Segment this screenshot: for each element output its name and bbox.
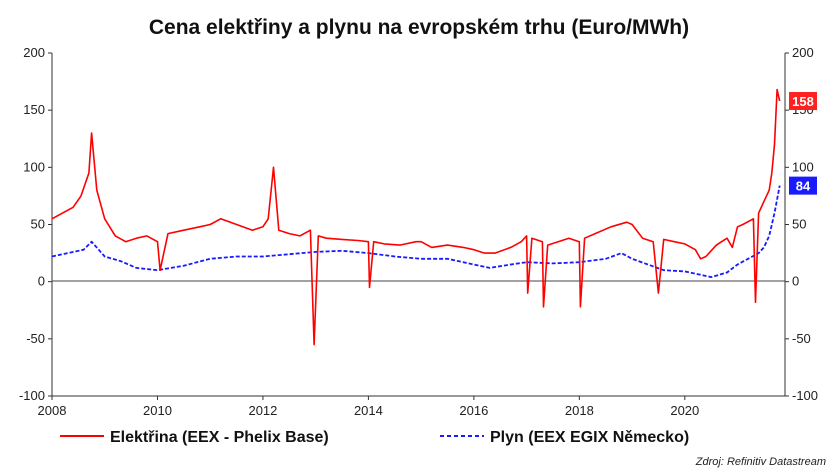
badge-background [789,92,817,111]
y-tick-label-right: 0 [792,274,799,289]
legend: Elektřina (EEX - Phelix Base) Plyn (EEX … [60,429,689,446]
series-layer [51,88,781,346]
badge-background [789,176,817,195]
last-value-badge-electricity: 158 [789,92,817,111]
source-note: Zdroj: Refinitiv Datastream [695,456,826,468]
x-tick-label: 2020 [670,403,699,418]
series-line-electricity [51,88,781,346]
series-line-gas [51,185,781,278]
legend-label-electricity: Elektřina (EEX - Phelix Base) [110,429,329,446]
plot-area [51,53,786,397]
y-tick-label-right: 100 [792,159,814,174]
y-tick-label-left: 100 [23,159,45,174]
x-tick-label: 2012 [248,403,277,418]
x-tick-label: 2014 [354,403,383,418]
y-tick-label-right: -100 [792,388,818,403]
y-tick-label-left: -50 [26,331,45,346]
x-tick-label: 2018 [565,403,594,418]
last-value-badge-gas: 84 [789,176,817,195]
y-axis-left: -100 -50 0 50 100 150 200 [19,45,52,403]
y-tick-label-left: -100 [19,388,45,403]
badge-value: 84 [796,179,811,194]
x-axis: 2008 2010 2012 2014 2016 2018 2020 [38,396,699,418]
y-tick-label-left: 200 [23,45,45,60]
last-value-badges: 84 158 [789,92,817,195]
badge-value: 158 [792,94,814,109]
y-tick-label-left: 150 [23,102,45,117]
x-tick-label: 2010 [143,403,172,418]
legend-label-gas: Plyn (EEX EGIX Německo) [490,429,689,446]
y-tick-label-right: -50 [792,331,811,346]
y-tick-label-right: 50 [792,217,806,232]
x-tick-label: 2008 [38,403,67,418]
y-tick-label-right: 200 [792,45,814,60]
chart-title: Cena elektřiny a plynu na evropském trhu… [149,16,689,39]
x-tick-label: 2016 [459,403,488,418]
y-tick-label-left: 50 [31,217,45,232]
y-tick-label-left: 0 [38,274,45,289]
